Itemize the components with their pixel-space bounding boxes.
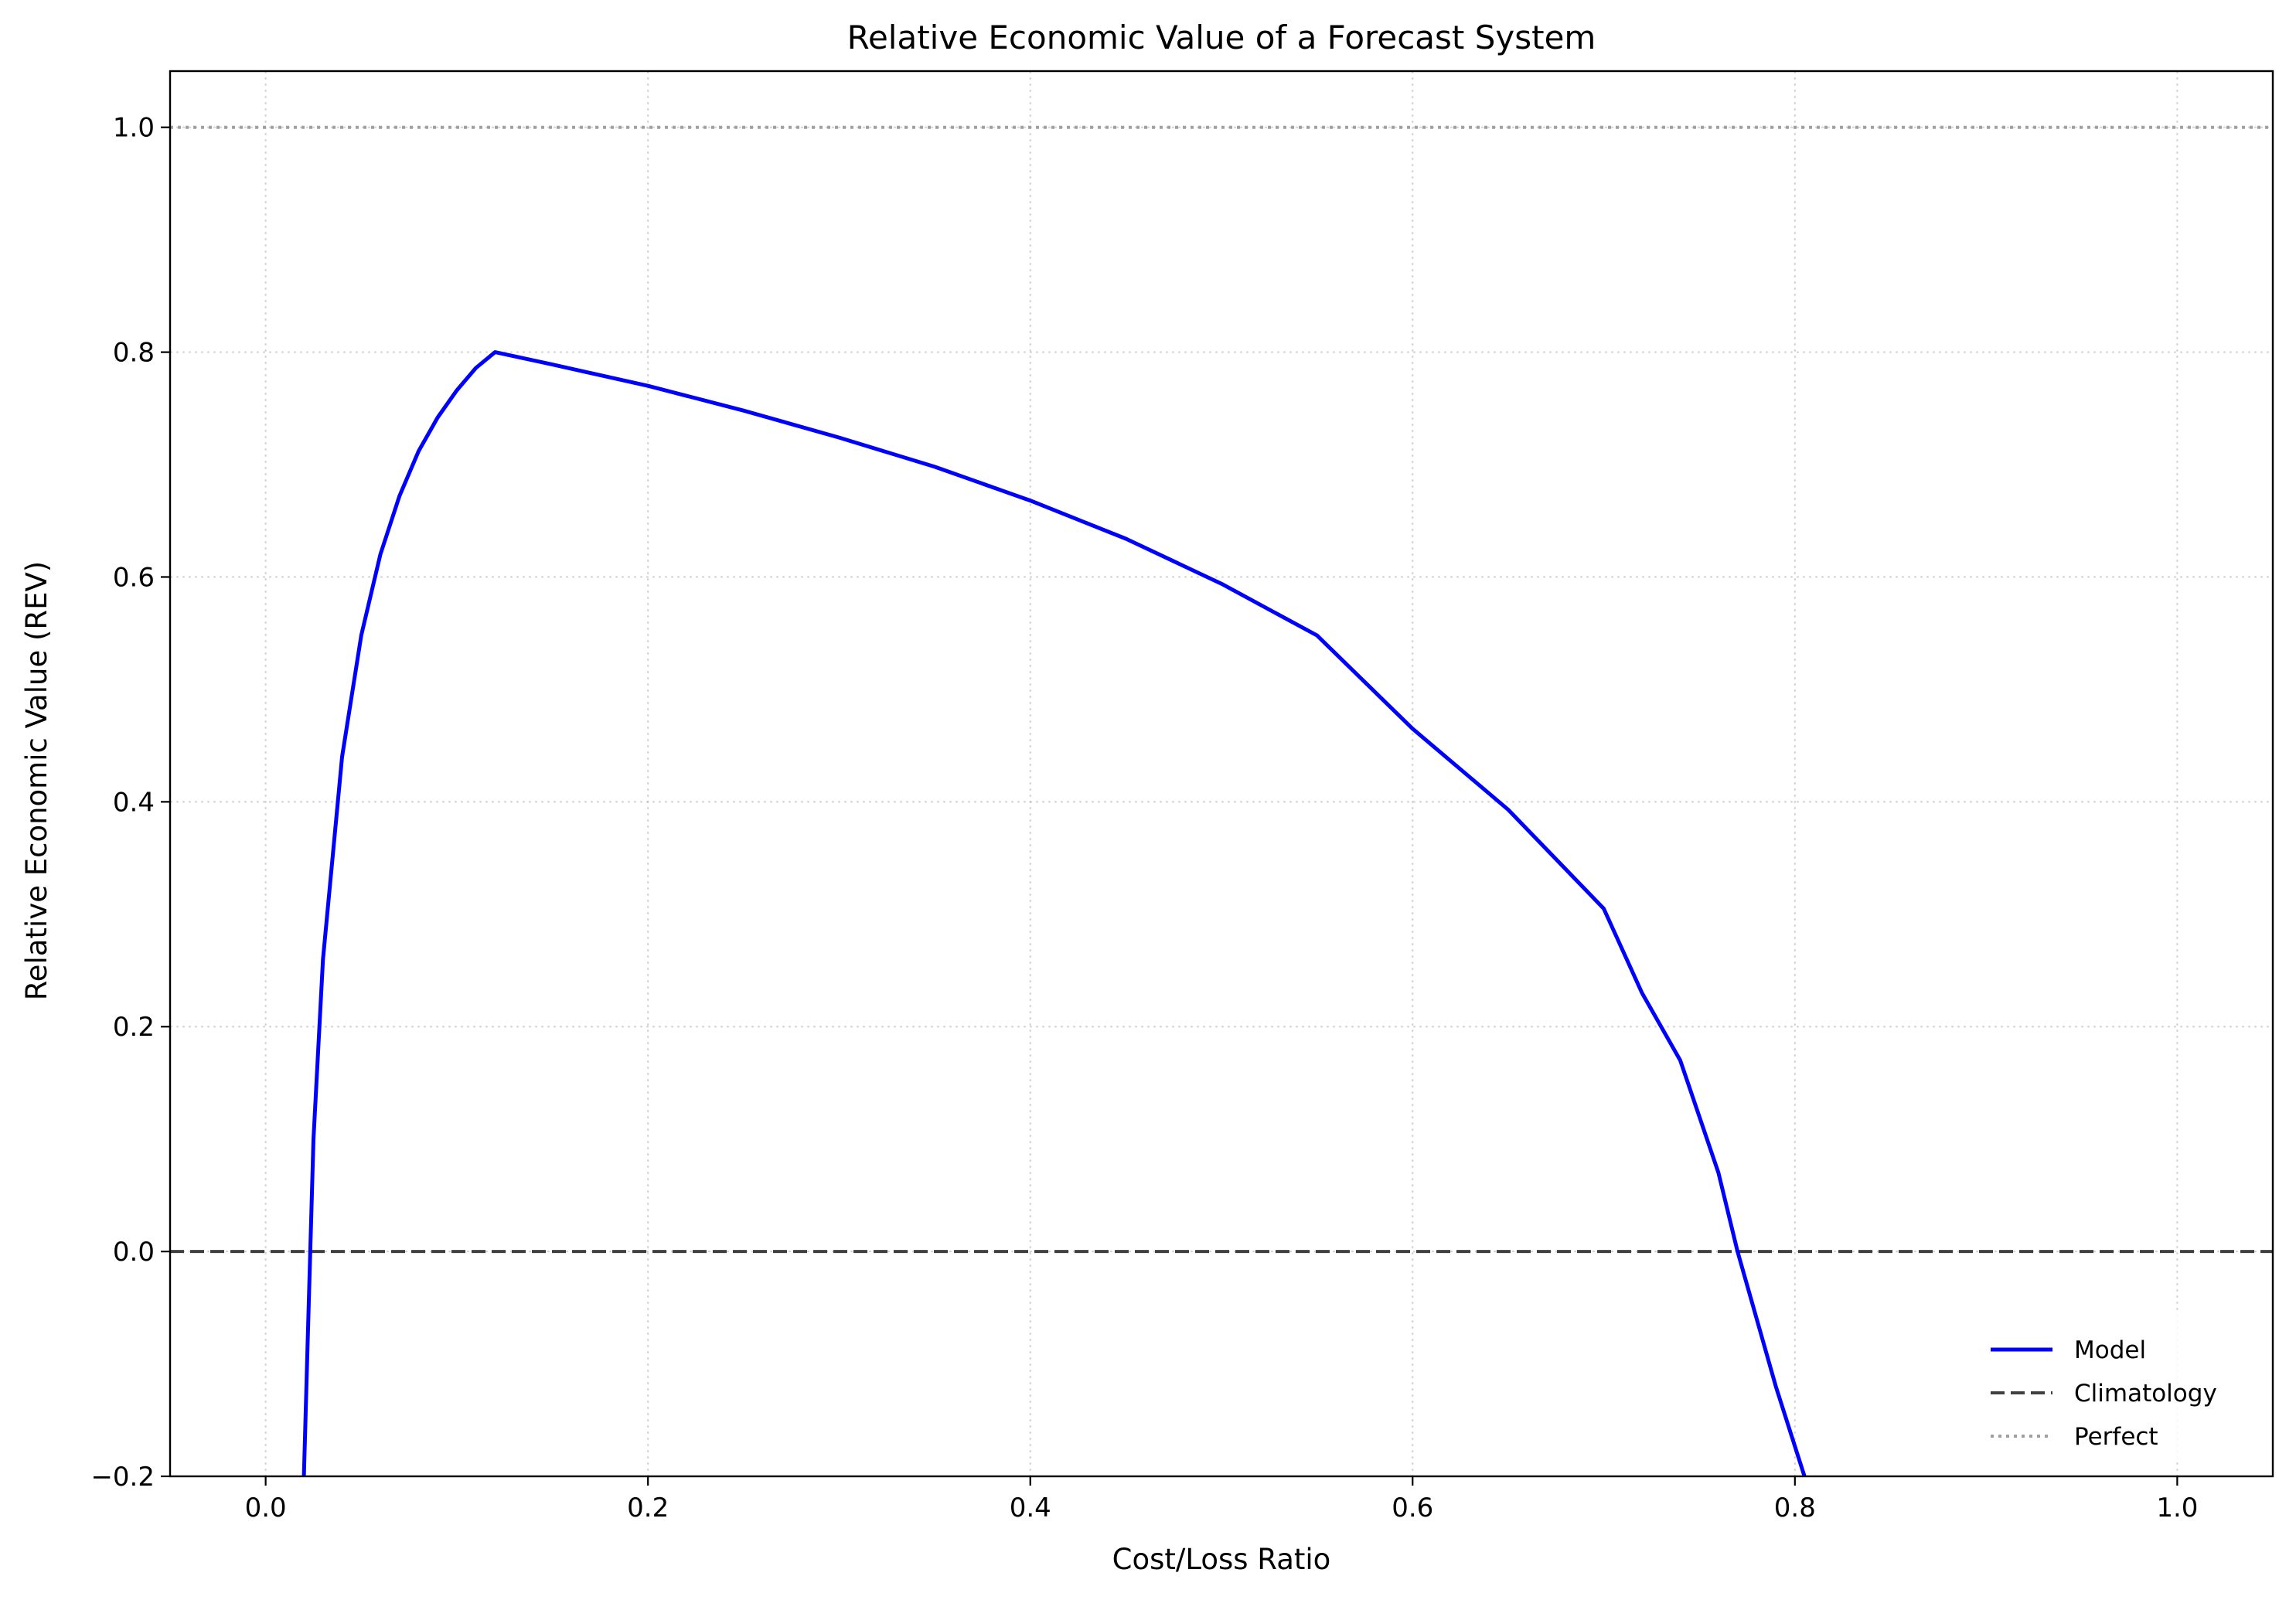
- chart-title: Relative Economic Value of a Forecast Sy…: [847, 19, 1596, 56]
- legend-label-perfect: Perfect: [2074, 1423, 2158, 1451]
- series-lines: [170, 125, 2273, 1476]
- series-line-model: [301, 350, 1807, 1476]
- legend: Model Climatology Perfect: [1975, 1314, 2269, 1459]
- x-tick-label: 0.6: [1392, 1493, 1433, 1523]
- legend-label-model: Model: [2074, 1336, 2146, 1364]
- legend-label-climatology: Climatology: [2074, 1380, 2217, 1408]
- y-tick-label: 0.0: [113, 1237, 155, 1268]
- x-tick-label: 0.2: [627, 1493, 669, 1523]
- y-tick-label: 0.2: [113, 1012, 155, 1043]
- y-tick-label: 0.4: [113, 787, 155, 818]
- x-tick-label: 0.0: [245, 1493, 287, 1523]
- x-axis-label: Cost/Loss Ratio: [1112, 1543, 1331, 1576]
- axis-ticks: 0.0 0.2 0.4 0.6 0.8 1.0 −0.2 0.0 0.2 0.4 0.6 0.8 1.0: [90, 113, 2198, 1523]
- y-tick-label: 1.0: [113, 113, 155, 144]
- x-tick-label: 1.0: [2156, 1493, 2198, 1523]
- x-tick-label: 0.4: [1010, 1493, 1051, 1523]
- plot-frame: [169, 70, 2274, 1478]
- y-tick-label: 0.8: [113, 338, 155, 369]
- x-tick-label: 0.8: [1774, 1493, 1816, 1523]
- y-tick-label: 0.6: [113, 562, 155, 593]
- y-tick-label: −0.2: [90, 1462, 155, 1493]
- y-axis-label: Relative Economic Value (REV): [20, 561, 53, 1000]
